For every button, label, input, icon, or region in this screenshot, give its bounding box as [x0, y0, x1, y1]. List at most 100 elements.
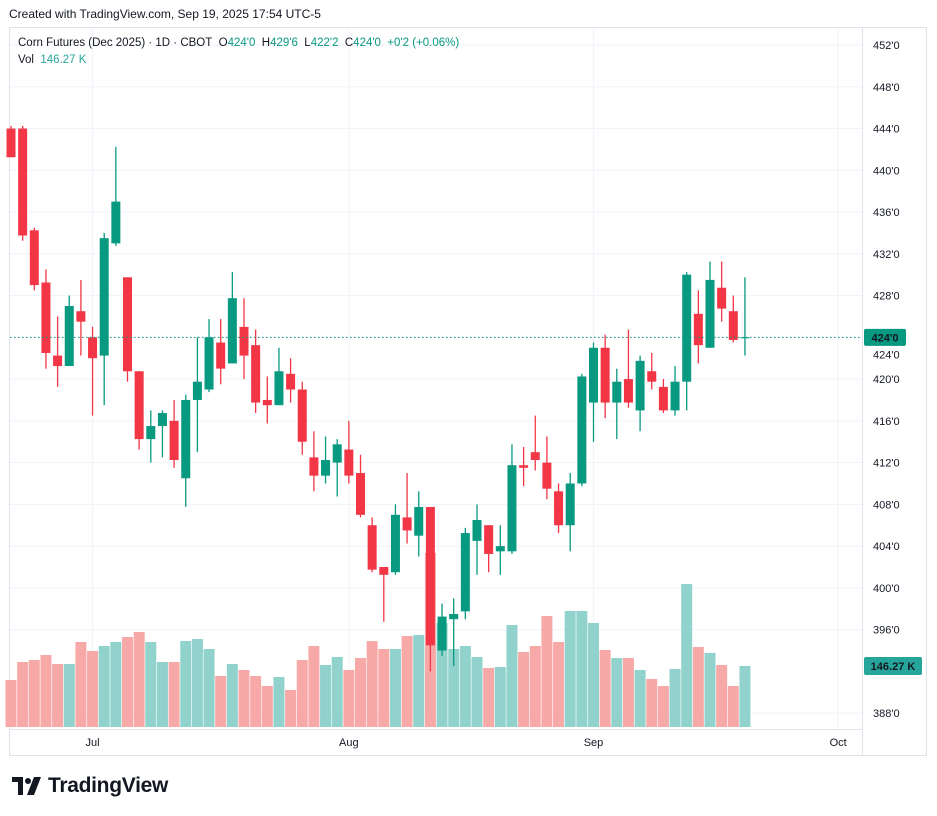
- candle[interactable]: [635, 355, 645, 432]
- candle[interactable]: [146, 410, 156, 463]
- candle[interactable]: [460, 527, 470, 620]
- candle[interactable]: [670, 366, 680, 416]
- candle[interactable]: [321, 436, 331, 484]
- candle[interactable]: [134, 371, 144, 450]
- volume-bar: [366, 641, 378, 727]
- candle[interactable]: [227, 272, 237, 364]
- tradingview-logo[interactable]: TradingView: [12, 774, 168, 798]
- symbol-title[interactable]: Corn Futures (Dec 2025) · 1D · CBOT: [18, 37, 213, 49]
- candle-body: [379, 567, 389, 575]
- candle-body: [577, 376, 587, 484]
- volume-bar: [483, 667, 495, 727]
- volume-bar: [168, 661, 180, 727]
- volume-bar: [5, 679, 17, 727]
- candle[interactable]: [484, 525, 494, 573]
- candle-body: [76, 311, 86, 322]
- volume-bar: [191, 639, 203, 727]
- candle[interactable]: [297, 381, 307, 455]
- candle[interactable]: [251, 329, 261, 414]
- candle[interactable]: [728, 295, 738, 343]
- candle[interactable]: [693, 290, 703, 364]
- candle[interactable]: [623, 329, 633, 408]
- candle[interactable]: [449, 598, 459, 667]
- candle[interactable]: [216, 319, 226, 385]
- candle-body: [437, 616, 447, 651]
- candle[interactable]: [577, 373, 587, 487]
- candle[interactable]: [53, 316, 63, 387]
- candle[interactable]: [437, 603, 447, 656]
- candle[interactable]: [612, 368, 622, 440]
- candle[interactable]: [169, 399, 179, 468]
- candle-body: [682, 274, 692, 382]
- candle[interactable]: [717, 261, 727, 322]
- candle[interactable]: [274, 347, 284, 406]
- candle[interactable]: [472, 504, 482, 575]
- candle[interactable]: [286, 358, 296, 403]
- candle[interactable]: [123, 277, 132, 382]
- candle[interactable]: [519, 446, 529, 487]
- ohlc-row: Corn Futures (Dec 2025) · 1D · CBOT O424…: [18, 35, 459, 52]
- candle-body: [693, 313, 703, 346]
- candle[interactable]: [356, 454, 365, 518]
- volume-bar: [343, 669, 355, 727]
- volume-bar: [622, 657, 634, 727]
- candle[interactable]: [658, 379, 668, 414]
- candle[interactable]: [530, 415, 540, 471]
- time-tick-label: Aug: [339, 737, 359, 749]
- candle[interactable]: [507, 444, 517, 554]
- candle[interactable]: [367, 517, 377, 573]
- candle[interactable]: [262, 376, 272, 424]
- time-tick-label: Sep: [584, 737, 604, 749]
- candle[interactable]: [239, 298, 249, 380]
- candle[interactable]: [29, 227, 39, 291]
- candle[interactable]: [88, 326, 98, 416]
- close-value: 424'0: [353, 37, 381, 49]
- candle[interactable]: [682, 272, 692, 411]
- volume-bar: [529, 646, 541, 727]
- candle[interactable]: [565, 473, 575, 552]
- candle[interactable]: [18, 125, 28, 241]
- candle[interactable]: [181, 394, 191, 507]
- candle[interactable]: [379, 567, 389, 622]
- candle[interactable]: [589, 342, 598, 442]
- candle-body: [658, 386, 668, 411]
- candle[interactable]: [554, 483, 564, 534]
- low-label: L: [304, 37, 311, 49]
- candle-body: [41, 282, 51, 353]
- candle[interactable]: [344, 420, 354, 484]
- candle[interactable]: [111, 146, 121, 246]
- volume-bar: [273, 676, 285, 727]
- candle[interactable]: [495, 525, 505, 575]
- candle[interactable]: [542, 436, 552, 500]
- candle[interactable]: [425, 506, 435, 672]
- candle[interactable]: [192, 337, 202, 453]
- candle[interactable]: [402, 473, 412, 544]
- candle[interactable]: [414, 491, 424, 557]
- volume-value: 146.27 K: [40, 54, 87, 66]
- candle[interactable]: [740, 277, 750, 356]
- candle[interactable]: [64, 295, 74, 367]
- volume-bar: [226, 663, 238, 727]
- volume-bar: [599, 650, 611, 727]
- candle-body: [740, 337, 750, 339]
- candle[interactable]: [309, 431, 319, 492]
- candle[interactable]: [390, 504, 400, 575]
- candle[interactable]: [332, 439, 342, 497]
- candle[interactable]: [204, 319, 214, 393]
- candle[interactable]: [41, 269, 51, 369]
- time-axis[interactable]: Jul Aug Sep Oct: [86, 737, 847, 749]
- candle[interactable]: [600, 334, 610, 419]
- volume-label: Vol: [18, 54, 34, 66]
- candle[interactable]: [6, 125, 16, 158]
- candle[interactable]: [76, 279, 86, 356]
- volume-bar: [40, 654, 52, 727]
- candle-body: [717, 287, 727, 309]
- price-axis[interactable]: 452'0 448'0 444'0 440'0 436'0 432'0 428'0 424'0…: [873, 40, 900, 720]
- candle[interactable]: [99, 232, 109, 406]
- candle[interactable]: [705, 261, 715, 348]
- candle-body: [99, 238, 109, 356]
- candle[interactable]: [647, 352, 657, 390]
- chart-legend: Corn Futures (Dec 2025) · 1D · CBOT O424…: [18, 35, 459, 69]
- candle[interactable]: [157, 410, 167, 458]
